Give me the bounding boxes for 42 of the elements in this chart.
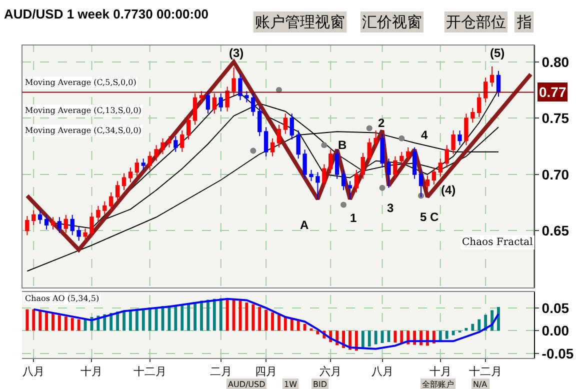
annotation: Moving Average (C,5,S,0,0) (25, 78, 136, 87)
annotation: B (338, 138, 347, 152)
y-tick-label: -0.05 (542, 345, 574, 362)
text: 全部账户 (422, 380, 454, 389)
annotation: A (300, 218, 309, 232)
y-tick-label: 0.05 (542, 300, 570, 316)
annotation: 1 (350, 211, 357, 225)
text: AUD/USD (228, 380, 266, 389)
ref-line-label: 0.77 (539, 84, 566, 100)
x-tick-label: 六月 (320, 365, 342, 378)
annotation: Moving Average (C,34,S,0,0) (25, 126, 142, 135)
x-tick-label: 八月 (371, 365, 394, 378)
x-tick-label: 十二月 (133, 365, 166, 378)
x-tick-label: 八月 (22, 365, 45, 378)
text: 汇价视窗 (362, 13, 422, 31)
annotation: 5 C (420, 210, 440, 224)
y-tick-label: 0.70 (542, 166, 570, 182)
text: 开仓部位 (446, 13, 506, 31)
x-tick-label: 四月 (255, 365, 278, 378)
annotation: 3 (387, 201, 394, 215)
y-tick-label: 0.75 (542, 110, 570, 126)
annotation: (5) (490, 46, 505, 60)
y-tick-label: 0.00 (542, 322, 570, 339)
y-tick-label: 0.80 (542, 54, 570, 70)
text: 1W (284, 380, 298, 389)
x-tick-label: 十二月 (469, 365, 502, 378)
annotation: Chaos Fractal (462, 237, 533, 248)
text: N/A (473, 380, 488, 389)
x-tick-label: 二月 (210, 365, 232, 378)
chart-title: AUD/USD 1 week 0.7730 00:00:00 (4, 6, 209, 22)
text: BID (313, 380, 328, 389)
annotation: (4) (441, 183, 456, 197)
text: 账户管理视窗 (255, 13, 345, 31)
y-tick-label: 0.65 (542, 222, 570, 239)
annotation: (3) (229, 46, 244, 60)
x-tick-label: 十月 (429, 365, 452, 378)
annotation: Moving Average (C,13,S,0,0) (25, 106, 142, 115)
text: 指 (516, 13, 532, 31)
annotation: 2 (378, 116, 385, 130)
annotation: 4 (421, 128, 428, 142)
x-tick-label: 十月 (80, 365, 103, 378)
annotation: Chaos AO (5,34,5) (25, 294, 100, 303)
